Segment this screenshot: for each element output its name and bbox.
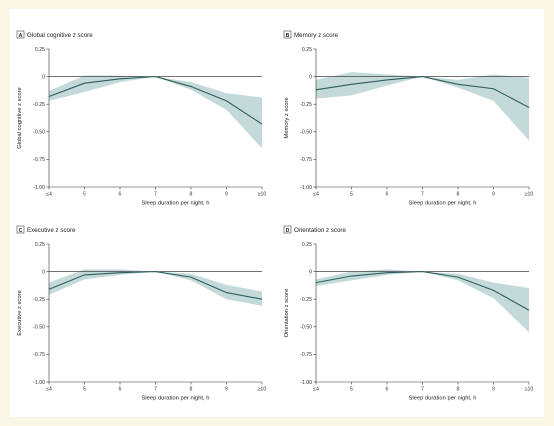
y-axis-label: Global cognitive z score <box>17 87 23 149</box>
y-tick-label: -0.25 <box>33 102 45 108</box>
y-tick-label: -0.75 <box>33 157 45 163</box>
y-tick-label: -0.50 <box>300 130 312 136</box>
x-tick-label: ≥10 <box>258 192 267 198</box>
panel-c: C Executive z score 0.25 0 -0.25 -0.50 -0.75 -1… <box>10 204 277 408</box>
x-tick-label: 6 <box>119 387 122 393</box>
x-tick-label: 8 <box>457 387 460 393</box>
panel-label: C <box>19 228 23 234</box>
chart-svg: A Global cognitive z score 0.25 0 -0.25 -0.50… <box>10 9 277 213</box>
panel-a: A Global cognitive z score 0.25 0 -0.25 -0.50… <box>10 9 277 213</box>
x-tick-label: ≤4 <box>313 192 319 198</box>
y-axis-label: Memory z score <box>284 97 290 138</box>
panel-title: Global cognitive z score <box>27 32 93 39</box>
x-tick-label: 9 <box>225 387 228 393</box>
x-tick-label: 7 <box>421 192 424 198</box>
x-tick-label: 7 <box>154 192 157 198</box>
panel-title: Memory z score <box>294 32 339 39</box>
y-tick-label: -0.25 <box>300 102 312 108</box>
y-tick-label: 0.25 <box>35 242 45 248</box>
panel-label: B <box>286 33 290 39</box>
y-tick-label: -0.25 <box>33 297 45 303</box>
x-axis-label: Sleep duration per night, h <box>408 396 476 402</box>
y-tick-label: 0.25 <box>302 47 312 53</box>
y-axis-label: Executive z score <box>17 290 23 335</box>
y-tick-label: -0.75 <box>300 157 312 163</box>
y-tick-label: 0.25 <box>302 242 312 248</box>
panel-title: Executive z score <box>27 227 76 234</box>
y-tick-label: 0.25 <box>35 47 45 53</box>
panel-d: D Orientation z score 0.25 0 -0.25 -0.50 -0.75… <box>277 204 544 408</box>
y-axis-label: Orientation z score <box>284 289 290 338</box>
x-tick-label: 7 <box>154 387 157 393</box>
ci-band <box>49 75 262 148</box>
y-tick-label: -0.25 <box>300 297 312 303</box>
panel-label: A <box>19 33 23 39</box>
x-tick-label: 9 <box>225 192 228 198</box>
ci-band <box>316 269 529 332</box>
x-tick-label: 9 <box>492 387 495 393</box>
x-tick-label: 5 <box>83 387 86 393</box>
panel-b: B Memory z score 0.25 0 -0.25 -0.50 -0.75 -1.00… <box>277 9 544 213</box>
x-tick-label: ≥10 <box>258 387 267 393</box>
y-tick-label: -0.50 <box>33 130 45 136</box>
y-tick-label: 0 <box>42 269 45 275</box>
y-tick-label: -0.50 <box>33 325 45 331</box>
x-tick-label: ≤4 <box>46 387 52 393</box>
x-axis-label: Sleep duration per night, h <box>141 396 209 402</box>
figure: A Global cognitive z score 0.25 0 -0.25 -0.50… <box>10 9 544 417</box>
y-tick-label: -1.00 <box>33 380 45 386</box>
x-tick-label: ≥10 <box>525 387 534 393</box>
x-tick-label: 9 <box>492 192 495 198</box>
x-tick-label: 6 <box>386 192 389 198</box>
y-tick-label: -1.00 <box>300 380 312 386</box>
x-tick-label: ≤4 <box>313 387 319 393</box>
ci-band <box>49 269 262 305</box>
y-tick-label: -0.75 <box>300 352 312 358</box>
y-tick-label: -0.50 <box>300 325 312 331</box>
ci-band <box>316 72 529 140</box>
x-tick-label: 5 <box>350 387 353 393</box>
chart-svg: C Executive z score 0.25 0 -0.25 -0.50 -0.75 -1… <box>10 204 277 408</box>
panel-title: Orientation z score <box>294 227 346 234</box>
x-tick-label: 8 <box>190 192 193 198</box>
y-tick-label: 0 <box>309 269 312 275</box>
x-tick-label: 8 <box>457 192 460 198</box>
y-tick-label: -1.00 <box>33 185 45 191</box>
x-tick-label: 5 <box>83 192 86 198</box>
x-tick-label: 5 <box>350 192 353 198</box>
x-tick-label: 6 <box>119 192 122 198</box>
x-tick-label: 7 <box>421 387 424 393</box>
y-tick-label: 0 <box>309 74 312 80</box>
y-tick-label: -0.75 <box>33 352 45 358</box>
y-tick-label: -1.00 <box>300 185 312 191</box>
chart-svg: D Orientation z score 0.25 0 -0.25 -0.50 -0.75… <box>277 204 544 408</box>
y-tick-label: 0 <box>42 74 45 80</box>
x-tick-label: 6 <box>386 387 389 393</box>
panel-label: D <box>286 228 290 234</box>
x-tick-label: ≥10 <box>525 192 534 198</box>
x-tick-label: ≤4 <box>46 192 52 198</box>
chart-svg: B Memory z score 0.25 0 -0.25 -0.50 -0.75 -1.00… <box>277 9 544 213</box>
x-tick-label: 8 <box>190 387 193 393</box>
